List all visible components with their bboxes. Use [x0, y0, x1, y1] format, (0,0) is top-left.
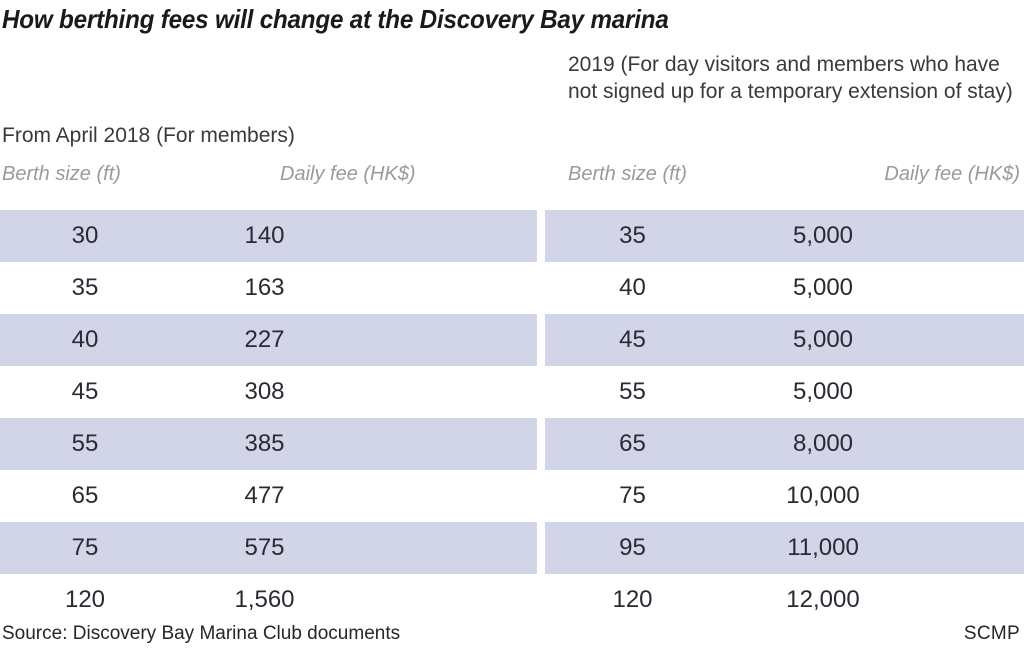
- left-table-intro: From April 2018 (For members): [2, 124, 295, 147]
- right-cell-berth-size: 120: [612, 586, 653, 613]
- right-cell-daily-fee: 5,000: [792, 274, 854, 301]
- left-table-row: 45 308: [0, 366, 537, 418]
- fee-tables: 30 140 35 5,000 35 163 40 5,000 40 227 45 5,000 45 30…: [0, 210, 1024, 626]
- table-gutter: [537, 470, 545, 522]
- left-cell-berth-size: 120: [64, 586, 106, 613]
- right-table-row: 75 10,000: [545, 470, 1024, 522]
- left-cell-berth-size: 30: [71, 222, 99, 249]
- left-cell-daily-fee: 140: [244, 222, 285, 249]
- right-cell-daily-fee: 5,000: [792, 326, 854, 353]
- left-cell-daily-fee: 575: [244, 534, 285, 561]
- table-row: 45 308 55 5,000: [0, 366, 1024, 418]
- right-table-row: 55 5,000: [545, 366, 1024, 418]
- right-cell-daily-fee: 8,000: [792, 430, 854, 457]
- table-gutter: [537, 262, 545, 314]
- left-cell-berth-size: 35: [71, 274, 99, 301]
- left-cell-daily-fee: 163: [244, 274, 285, 301]
- left-cell-daily-fee: 477: [244, 482, 285, 509]
- source-note: Source: Discovery Bay Marina Club docume…: [2, 623, 401, 644]
- left-cell-berth-size: 40: [71, 326, 99, 353]
- right-col-header-daily-fee: Daily fee (HK$): [884, 163, 1020, 185]
- table-gutter: [537, 210, 545, 262]
- left-col-header-berth-size: Berth size (ft): [2, 163, 121, 185]
- right-cell-berth-size: 45: [619, 326, 646, 353]
- left-table-row: 30 140: [0, 210, 537, 262]
- right-table-intro: 2019 (For day visitors and members who h…: [568, 53, 1013, 103]
- right-cell-daily-fee: 5,000: [792, 222, 854, 249]
- publisher-credit: SCMP: [963, 623, 1020, 644]
- left-cell-berth-size: 75: [71, 534, 99, 561]
- table-gutter: [537, 418, 545, 470]
- table-gutter: [537, 366, 545, 418]
- table-row: 55 385 65 8,000: [0, 418, 1024, 470]
- table-gutter: [537, 574, 545, 626]
- right-cell-berth-size: 35: [619, 222, 646, 249]
- right-cell-berth-size: 95: [619, 534, 646, 561]
- right-table-row: 120 12,000: [545, 574, 1024, 626]
- left-table-row: 35 163: [0, 262, 537, 314]
- table-row: 35 163 40 5,000: [0, 262, 1024, 314]
- table-row: 65 477 75 10,000: [0, 470, 1024, 522]
- right-cell-berth-size: 55: [619, 378, 646, 405]
- right-cell-berth-size: 40: [619, 274, 646, 301]
- left-table-row: 65 477: [0, 470, 537, 522]
- footer: Source: Discovery Bay Marina Club docume…: [0, 623, 1024, 645]
- left-table-row: 120 1,560: [0, 574, 537, 626]
- right-cell-berth-size: 75: [619, 482, 646, 509]
- table-row: 30 140 35 5,000: [0, 210, 1024, 262]
- right-table-row: 95 11,000: [545, 522, 1024, 574]
- right-table-column-labels: Berth size (ft) Daily fee (HK$): [545, 163, 1024, 186]
- table-gutter: [537, 314, 545, 366]
- right-cell-daily-fee: 12,000: [786, 586, 860, 613]
- left-table-row: 55 385: [0, 418, 537, 470]
- left-table-row: 40 227: [0, 314, 537, 366]
- left-cell-daily-fee: 1,560: [234, 586, 295, 613]
- table-row: 40 227 45 5,000: [0, 314, 1024, 366]
- left-cell-daily-fee: 227: [244, 326, 285, 353]
- right-col-header-berth-size: Berth size (ft): [568, 163, 687, 185]
- left-cell-berth-size: 65: [71, 482, 99, 509]
- right-table-row: 35 5,000: [545, 210, 1024, 262]
- right-cell-daily-fee: 11,000: [787, 534, 859, 561]
- table-row: 120 1,560 120 12,000: [0, 574, 1024, 626]
- left-cell-daily-fee: 308: [244, 378, 285, 405]
- left-col-header-daily-fee: Daily fee (HK$): [280, 163, 416, 185]
- left-cell-daily-fee: 385: [244, 430, 285, 457]
- table-row: 75 575 95 11,000: [0, 522, 1024, 574]
- page-title: How berthing fees will change at the Dis…: [2, 4, 669, 34]
- left-cell-berth-size: 45: [71, 378, 99, 405]
- right-cell-daily-fee: 10,000: [786, 482, 860, 509]
- right-cell-daily-fee: 5,000: [792, 378, 854, 405]
- right-table-row: 40 5,000: [545, 262, 1024, 314]
- right-table-row: 65 8,000: [545, 418, 1024, 470]
- left-table-row: 75 575: [0, 522, 537, 574]
- left-cell-berth-size: 55: [71, 430, 99, 457]
- right-table-row: 45 5,000: [545, 314, 1024, 366]
- table-gutter: [537, 522, 545, 574]
- left-table-column-labels: Berth size (ft) Daily fee (HK$): [0, 163, 537, 186]
- right-cell-berth-size: 65: [619, 430, 646, 457]
